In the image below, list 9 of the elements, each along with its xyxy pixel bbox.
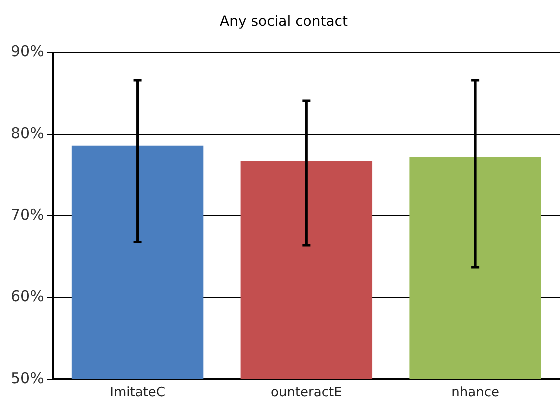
y-tick-label: 90% xyxy=(10,42,44,61)
x-tick-label: nhance xyxy=(452,386,500,401)
y-tick-label: 80% xyxy=(10,124,44,142)
chart-title: Any social contact xyxy=(220,14,348,30)
y-tick-label: 60% xyxy=(10,288,44,306)
y-tick-label: 50% xyxy=(10,369,44,388)
x-tick-label: ImitateC xyxy=(110,386,166,401)
y-tick-label: 70% xyxy=(10,206,44,224)
x-tick-label: ounteractE xyxy=(271,386,342,401)
